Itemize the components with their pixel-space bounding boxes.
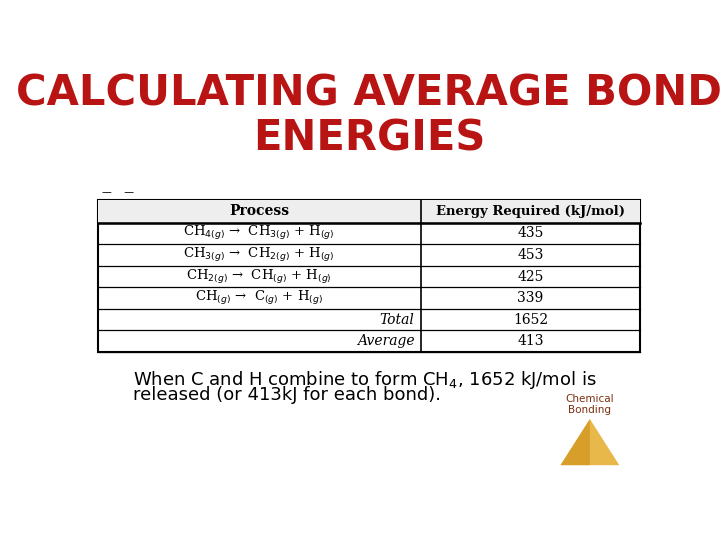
Text: CH$_{(g)}$ →  C$_{(g)}$ + H$_{(g)}$: CH$_{(g)}$ → C$_{(g)}$ + H$_{(g)}$ bbox=[195, 289, 323, 307]
Text: CH$_{4(g)}$ →  CH$_{3(g)}$ + H$_{(g)}$: CH$_{4(g)}$ → CH$_{3(g)}$ + H$_{(g)}$ bbox=[184, 225, 335, 242]
Text: Process: Process bbox=[229, 204, 289, 218]
Text: 453: 453 bbox=[517, 248, 544, 262]
Text: 435: 435 bbox=[517, 226, 544, 240]
Text: ENERGIES: ENERGIES bbox=[253, 117, 485, 159]
Text: —    —: — — bbox=[102, 187, 134, 197]
Text: 339: 339 bbox=[517, 291, 544, 305]
Text: 1652: 1652 bbox=[513, 313, 548, 327]
Text: Chemical
Bonding: Chemical Bonding bbox=[566, 394, 614, 415]
Text: 425: 425 bbox=[517, 269, 544, 284]
Text: Total: Total bbox=[379, 313, 414, 327]
Bar bbox=[98, 200, 640, 222]
Text: CH$_{2(g)}$ →  CH$_{(g)}$ + H$_{(g)}$: CH$_{2(g)}$ → CH$_{(g)}$ + H$_{(g)}$ bbox=[186, 267, 332, 286]
Polygon shape bbox=[560, 419, 590, 465]
Text: 413: 413 bbox=[517, 334, 544, 348]
Text: released (or 413kJ for each bond).: released (or 413kJ for each bond). bbox=[132, 386, 441, 404]
Text: Energy Required (kJ/mol): Energy Required (kJ/mol) bbox=[436, 205, 625, 218]
Text: When C and H combine to form CH$_4$, 1652 kJ/mol is: When C and H combine to form CH$_4$, 165… bbox=[132, 369, 596, 391]
Polygon shape bbox=[560, 419, 619, 465]
Text: CALCULATING AVERAGE BOND: CALCULATING AVERAGE BOND bbox=[16, 72, 720, 114]
Text: CH$_{3(g)}$ →  CH$_{2(g)}$ + H$_{(g)}$: CH$_{3(g)}$ → CH$_{2(g)}$ + H$_{(g)}$ bbox=[184, 246, 335, 264]
Bar bbox=[98, 200, 640, 352]
Text: Average: Average bbox=[356, 334, 414, 348]
